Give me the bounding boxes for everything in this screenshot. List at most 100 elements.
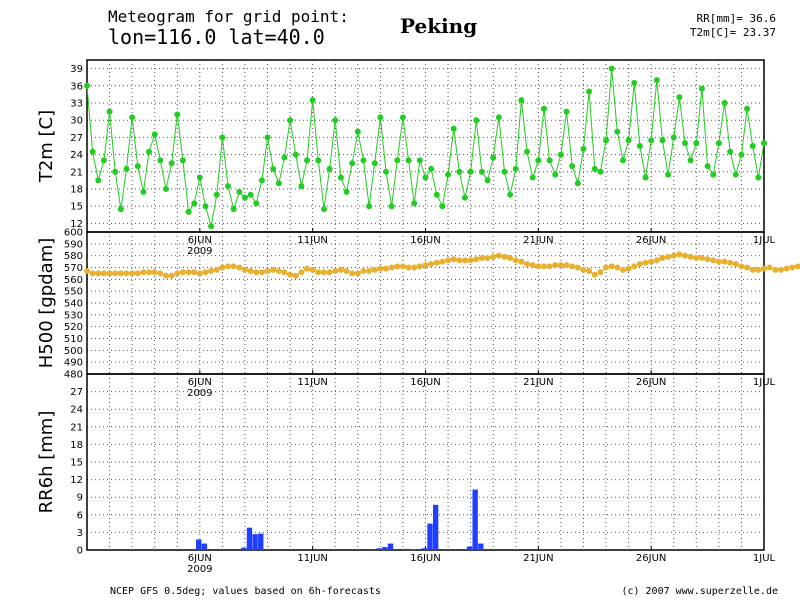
h500-point (761, 265, 767, 272)
t2m-point (755, 174, 762, 181)
h500-point (95, 270, 102, 277)
h500-point (715, 258, 722, 265)
t2m-point (586, 88, 593, 95)
t2m-point (394, 157, 401, 164)
t2m-point (179, 157, 186, 164)
h500-point (196, 270, 203, 277)
t2m-point (428, 165, 435, 172)
h500-point (140, 269, 147, 276)
t2m-point (236, 188, 243, 195)
t2m-point (732, 171, 739, 178)
h500-point (343, 268, 350, 275)
t2m-point (405, 157, 412, 164)
t2m-point (388, 203, 395, 210)
t2m-point (157, 157, 164, 164)
rr6h-bar (421, 548, 428, 550)
t2m-point (185, 208, 192, 215)
t2m-point (298, 183, 305, 190)
t2m-point (552, 171, 559, 178)
x-tick-label: 16JUN (410, 553, 440, 564)
h500-point (665, 253, 672, 260)
h500-point (772, 266, 779, 273)
t2m-point (721, 100, 728, 106)
h500-point (540, 263, 547, 270)
h500-point (433, 259, 440, 266)
h500-point (710, 257, 717, 264)
y-tick-label: 33 (70, 99, 83, 110)
rr6h-bar (432, 504, 439, 550)
h500-point (388, 264, 395, 271)
h500-point (146, 269, 153, 276)
h500-point (461, 257, 468, 264)
t2m-point (304, 157, 311, 164)
h500-point (625, 265, 632, 272)
h500-point (354, 270, 361, 277)
h500-point (687, 253, 694, 260)
h500-point (241, 266, 248, 273)
h500-point (157, 270, 164, 277)
h500-point (614, 264, 621, 271)
t2m-point (371, 160, 378, 167)
y-tick-label: 580 (64, 251, 83, 262)
h500-point (783, 265, 790, 272)
t2m-point (484, 177, 491, 184)
rr6h-bar (478, 543, 484, 550)
t2m-point (230, 206, 237, 213)
y-axis-label: T2m [C] (36, 110, 57, 183)
h500-point (698, 255, 705, 262)
y-tick-label: 600 (64, 228, 83, 239)
x-tick-sublabel: 2009 (187, 246, 212, 257)
h500-point (416, 263, 423, 270)
x-tick-label: 26JUN (636, 553, 666, 564)
h500-point (591, 271, 598, 278)
h500-point (608, 263, 615, 270)
t2m-point (744, 105, 751, 112)
x-tick-sublabel: 2009 (187, 388, 212, 399)
t2m-point (704, 163, 711, 170)
t2m-mean-label: T2m[C]= 23.37 (690, 26, 776, 39)
t2m-point (495, 114, 502, 121)
h500-point (682, 252, 689, 259)
t2m-point (264, 134, 271, 141)
h500-point (704, 256, 711, 263)
x-tick-label: 1JUL (753, 553, 776, 564)
t2m-point (490, 154, 497, 161)
h500-point (524, 260, 531, 267)
h500-point (478, 255, 485, 262)
h500-point (512, 257, 519, 264)
t2m-point (174, 111, 181, 118)
t2m-point (529, 174, 536, 181)
t2m-point (287, 117, 294, 124)
t2m-point (456, 168, 463, 175)
y-tick-label: 520 (64, 322, 83, 333)
h500-point (501, 253, 508, 260)
footer-source: NCEP GFS 0.5deg; values based on 6h-fore… (110, 586, 381, 597)
h500-point (563, 262, 570, 269)
h500-point (574, 264, 581, 271)
h500-point (518, 258, 525, 265)
h500-point (360, 268, 367, 275)
rr6h-bar (410, 549, 416, 550)
t2m-point (377, 114, 384, 121)
h500-point (112, 270, 119, 277)
y-tick-label: 18 (70, 440, 83, 451)
h500-point (320, 269, 327, 276)
t2m-point (315, 157, 322, 164)
h500-point (123, 270, 130, 277)
t2m-point (563, 108, 570, 115)
t2m-point (433, 191, 440, 198)
t2m-point (710, 171, 717, 178)
y-tick-label: 530 (64, 310, 83, 321)
t2m-point (213, 191, 220, 198)
h500-point (467, 257, 474, 264)
t2m-point (117, 206, 124, 213)
t2m-point (247, 191, 254, 198)
y-tick-label: 24 (70, 150, 83, 161)
t2m-point (343, 188, 350, 195)
h500-point (777, 266, 784, 273)
y-tick-label: 500 (64, 346, 83, 357)
t2m-point (557, 151, 564, 158)
h500-point (557, 262, 564, 269)
